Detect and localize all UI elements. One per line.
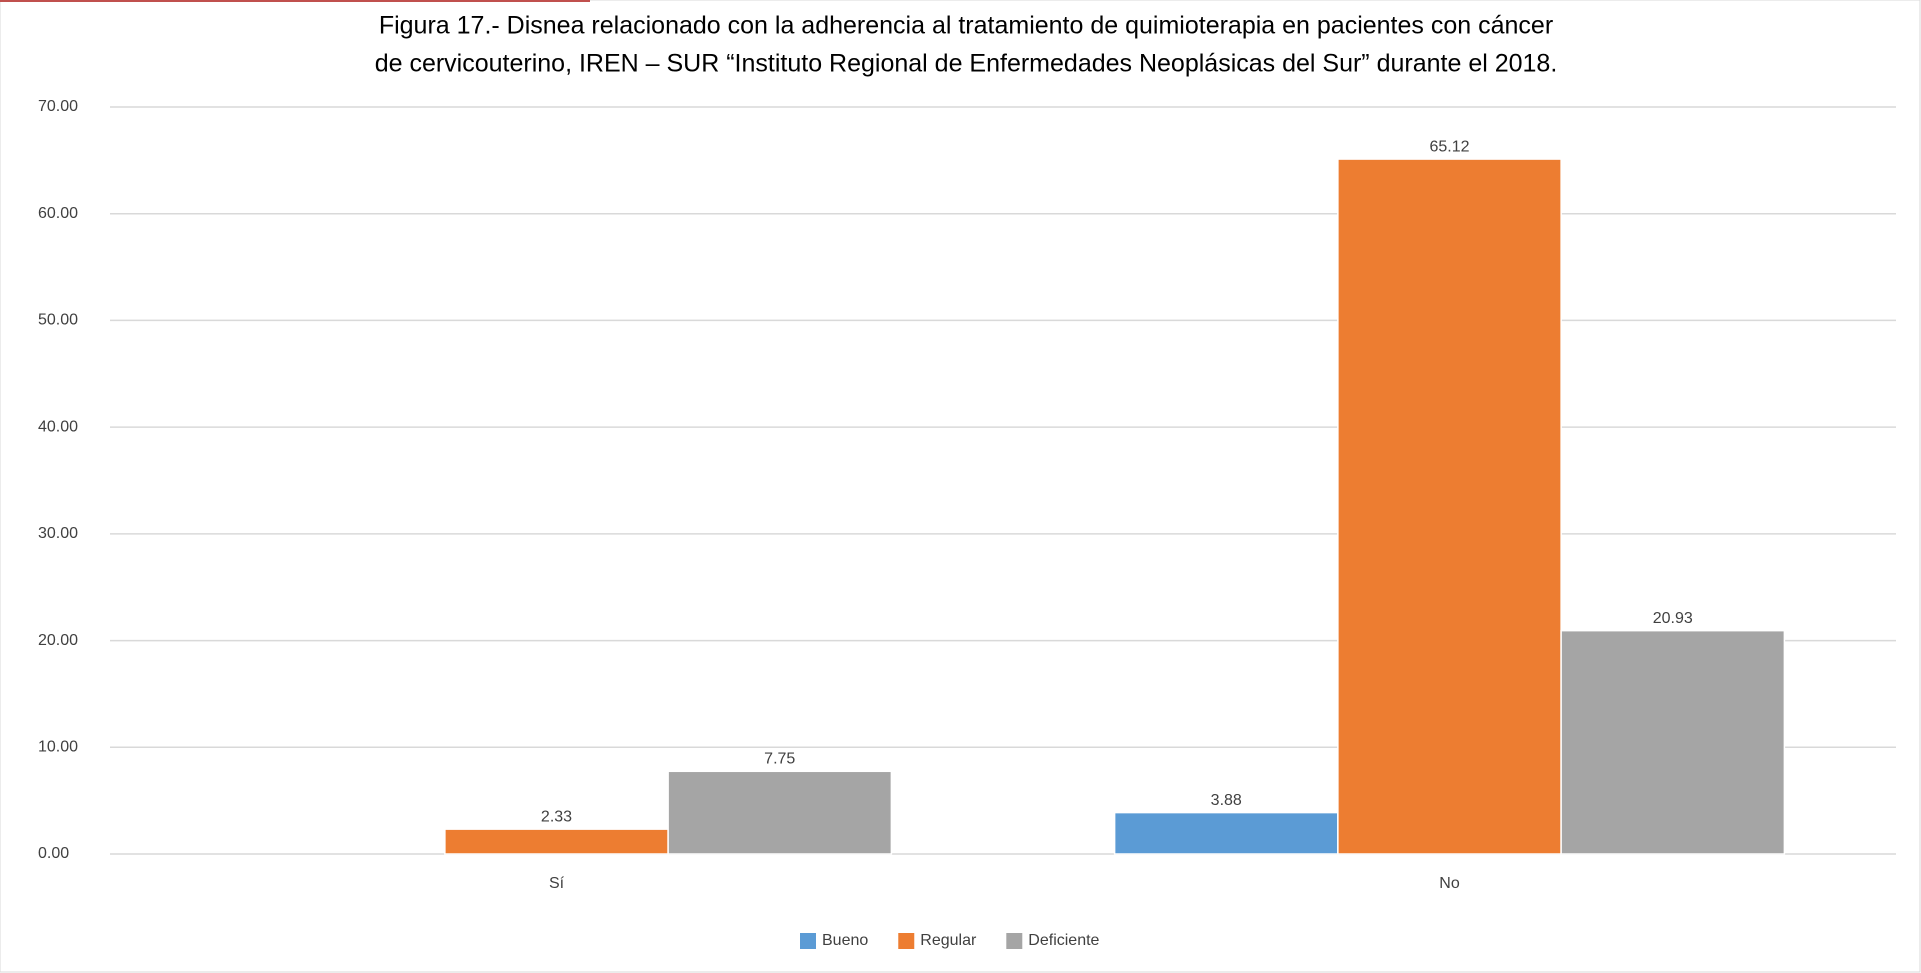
legend-swatch xyxy=(800,933,816,949)
data-label: 7.75 xyxy=(764,751,795,768)
y-tick-label: 70.00 xyxy=(38,98,78,115)
data-label: 2.33 xyxy=(541,808,572,825)
y-tick-label: 10.00 xyxy=(38,739,78,756)
bar xyxy=(1560,629,1786,855)
legend-swatch xyxy=(898,933,915,949)
bar xyxy=(667,770,893,855)
legend-swatch xyxy=(1006,933,1023,949)
data-label: 20.93 xyxy=(1653,610,1693,627)
x-tick-label: No xyxy=(1439,875,1460,892)
y-tick-label: 60.00 xyxy=(38,205,78,222)
bar xyxy=(1113,811,1339,855)
legend-label: Regular xyxy=(920,932,977,949)
chart-title: Figura 17.- Disnea relacionado con la ad… xyxy=(379,12,1553,40)
y-tick-label: 20.00 xyxy=(38,632,78,649)
legend-label: Bueno xyxy=(822,932,868,949)
chart-title: de cervicouterino, IREN – SUR “Instituto… xyxy=(375,50,1558,78)
data-label: 65.12 xyxy=(1429,138,1469,155)
y-tick-label: 30.00 xyxy=(38,525,78,542)
data-label: 3.88 xyxy=(1211,792,1242,809)
y-tick-label: 0.00 xyxy=(38,845,69,862)
bar xyxy=(1337,158,1562,855)
y-tick-label: 50.00 xyxy=(38,312,78,329)
bar xyxy=(444,828,669,855)
y-tick-label: 40.00 xyxy=(38,418,78,435)
legend-label: Deficiente xyxy=(1028,932,1099,949)
x-tick-label: Sí xyxy=(549,875,565,892)
